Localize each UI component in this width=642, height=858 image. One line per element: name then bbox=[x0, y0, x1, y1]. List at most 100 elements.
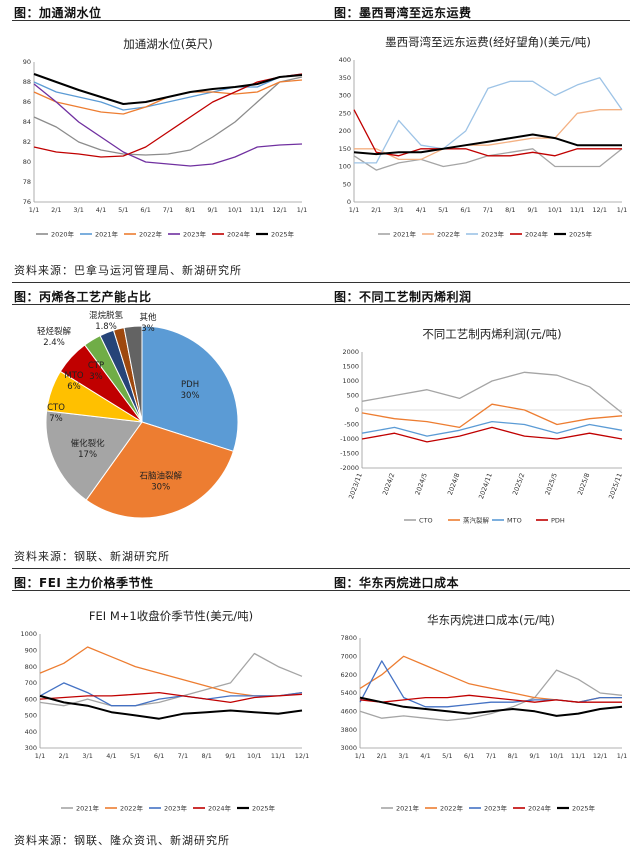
x-tick-label: 6/1 bbox=[460, 206, 470, 214]
x-tick-label: 11/1 bbox=[271, 752, 286, 760]
x-tick-label: 2025/8 bbox=[576, 472, 591, 496]
legend-label: 2024年 bbox=[227, 230, 251, 239]
series-line-2024年 bbox=[39, 691, 303, 704]
legend-label: 2025年 bbox=[569, 230, 593, 239]
chart-import-cost: 华东丙烷进口成本(元/吨) 7800 7000 6200 5400 4600 3800 300… bbox=[340, 613, 627, 813]
legend-label: 2024年 bbox=[525, 230, 549, 239]
pie-slice-PDH bbox=[141, 325, 239, 452]
x-tick-label: 11/1 bbox=[250, 206, 265, 214]
legend-label: 2022年 bbox=[120, 804, 144, 813]
legend-label: 2025年 bbox=[572, 804, 596, 813]
chart-title: 墨西哥湾至远东运费(经好望角)(美元/吨) bbox=[385, 35, 591, 49]
series-line-2022年 bbox=[359, 655, 622, 703]
source-note: 资料来源：巴拿马运河管理局、新湖研究所 bbox=[14, 264, 242, 277]
x-tick-label: 2025/11 bbox=[607, 472, 624, 500]
series-line-2025年 bbox=[39, 694, 303, 720]
x-tick-label: 3/1 bbox=[82, 752, 92, 760]
legend-label: 2024年 bbox=[208, 804, 232, 813]
x-tick-label: 12/1 bbox=[593, 752, 608, 760]
section-title-import-cost: 图：华东丙烷进口成本 bbox=[334, 576, 460, 590]
x-tick-label: 1/1 bbox=[349, 206, 359, 214]
x-tick-label: 11/1 bbox=[571, 752, 586, 760]
x-tick-label: 4/1 bbox=[420, 752, 430, 760]
y-tick-label: 2000 bbox=[342, 348, 359, 356]
y-tick-label: 86 bbox=[23, 98, 31, 106]
x-tick-label: 3/1 bbox=[393, 206, 403, 214]
y-tick-label: 78 bbox=[23, 178, 31, 186]
y-tick-label: 50 bbox=[343, 180, 351, 188]
x-tick-label: 6/1 bbox=[464, 752, 474, 760]
pie-label-name: 轻烃裂解 bbox=[37, 326, 72, 337]
series-line-2023年 bbox=[39, 682, 303, 707]
y-tick-label: 300 bbox=[25, 744, 37, 752]
x-tick-label: 4/1 bbox=[96, 206, 106, 214]
x-tick-label: 8/1 bbox=[505, 206, 515, 214]
x-tick-label: 1/1 bbox=[29, 206, 39, 214]
y-tick-label: 400 bbox=[25, 728, 37, 736]
pie-label-name: 催化裂化 bbox=[71, 438, 106, 449]
legend-label: PDH bbox=[551, 517, 565, 525]
y-tick-label: 1000 bbox=[342, 377, 359, 385]
x-tick-label: 5/1 bbox=[130, 752, 140, 760]
legend-label: 2022年 bbox=[440, 804, 464, 813]
y-tick-label: 500 bbox=[347, 392, 359, 400]
series-line-PDH bbox=[361, 426, 623, 443]
x-tick-label: 2024/2 bbox=[381, 472, 396, 496]
y-tick-label: 1500 bbox=[342, 363, 359, 371]
divider bbox=[12, 568, 630, 569]
legend-label: 2023年 bbox=[481, 230, 505, 239]
pie-label-value: 1.8% bbox=[95, 322, 117, 332]
y-tick-label: -500 bbox=[344, 421, 359, 429]
y-tick-label: 1000 bbox=[20, 630, 37, 638]
x-tick-label: 2025/5 bbox=[544, 472, 559, 496]
y-tick-label: 82 bbox=[23, 138, 31, 146]
y-tick-label: 100 bbox=[339, 163, 351, 171]
pie-label-value: 2.4% bbox=[43, 338, 65, 348]
pie-label-name: CTO bbox=[47, 403, 65, 413]
x-tick-label: 1/1 bbox=[297, 206, 307, 214]
series-line-2020年 bbox=[33, 76, 303, 156]
series-line-MTO bbox=[361, 420, 623, 437]
legend-label: 2023年 bbox=[164, 804, 188, 813]
y-tick-label: 76 bbox=[23, 198, 31, 206]
y-tick-label: 84 bbox=[23, 118, 31, 126]
legend-label: MTO bbox=[507, 517, 522, 525]
series-line-2024年 bbox=[359, 694, 622, 703]
legend-label: 2022年 bbox=[139, 230, 163, 239]
x-tick-label: 10/1 bbox=[548, 206, 563, 214]
x-tick-label: 10/1 bbox=[247, 752, 262, 760]
x-tick-label: 7/1 bbox=[486, 752, 496, 760]
pie-label-name: 混烷脱氢 bbox=[89, 310, 124, 321]
x-tick-label: 9/1 bbox=[527, 206, 537, 214]
series-line-2024年 bbox=[33, 73, 303, 158]
y-tick-label: 0 bbox=[347, 198, 351, 206]
divider bbox=[12, 282, 630, 283]
source-note: 资料来源：钢联、隆众资讯、新湖研究所 bbox=[14, 834, 230, 847]
x-tick-label: 5/1 bbox=[438, 206, 448, 214]
pie-label-name: MTO bbox=[64, 371, 84, 381]
chart-capacity-pie: PDH30%石脑油裂解30%催化裂化17%CTO7%MTO6%CTP3%轻烃裂解… bbox=[37, 310, 239, 519]
x-tick-label: 1/1 bbox=[617, 206, 627, 214]
pie-label-value: 3% bbox=[89, 372, 103, 382]
series-line-CTO bbox=[361, 371, 623, 414]
y-tick-label: 7800 bbox=[340, 634, 357, 642]
x-tick-label: 1/1 bbox=[617, 752, 627, 760]
x-tick-label: 2024/8 bbox=[446, 472, 461, 496]
x-tick-label: 2024/11 bbox=[477, 472, 494, 500]
section-title-profit: 图：不同工艺制丙烯利润 bbox=[334, 290, 472, 304]
legend-label: 2025年 bbox=[252, 804, 276, 813]
legend-label: 2021年 bbox=[95, 230, 119, 239]
x-tick-label: 2/1 bbox=[59, 752, 69, 760]
x-tick-label: 2/1 bbox=[51, 206, 61, 214]
pie-label-value: 6% bbox=[67, 382, 81, 392]
x-tick-label: 8/1 bbox=[508, 752, 518, 760]
x-tick-label: 5/1 bbox=[442, 752, 452, 760]
pie-label-name: 石脑油裂解 bbox=[139, 471, 182, 482]
chart-title: 加通湖水位(英尺) bbox=[123, 37, 212, 51]
x-tick-label: 3/1 bbox=[398, 752, 408, 760]
series-line-2025年 bbox=[353, 133, 622, 156]
y-tick-label: -1000 bbox=[340, 435, 359, 443]
x-tick-label: 9/1 bbox=[529, 752, 539, 760]
section-title-gatun: 图：加通湖水位 bbox=[14, 6, 102, 20]
